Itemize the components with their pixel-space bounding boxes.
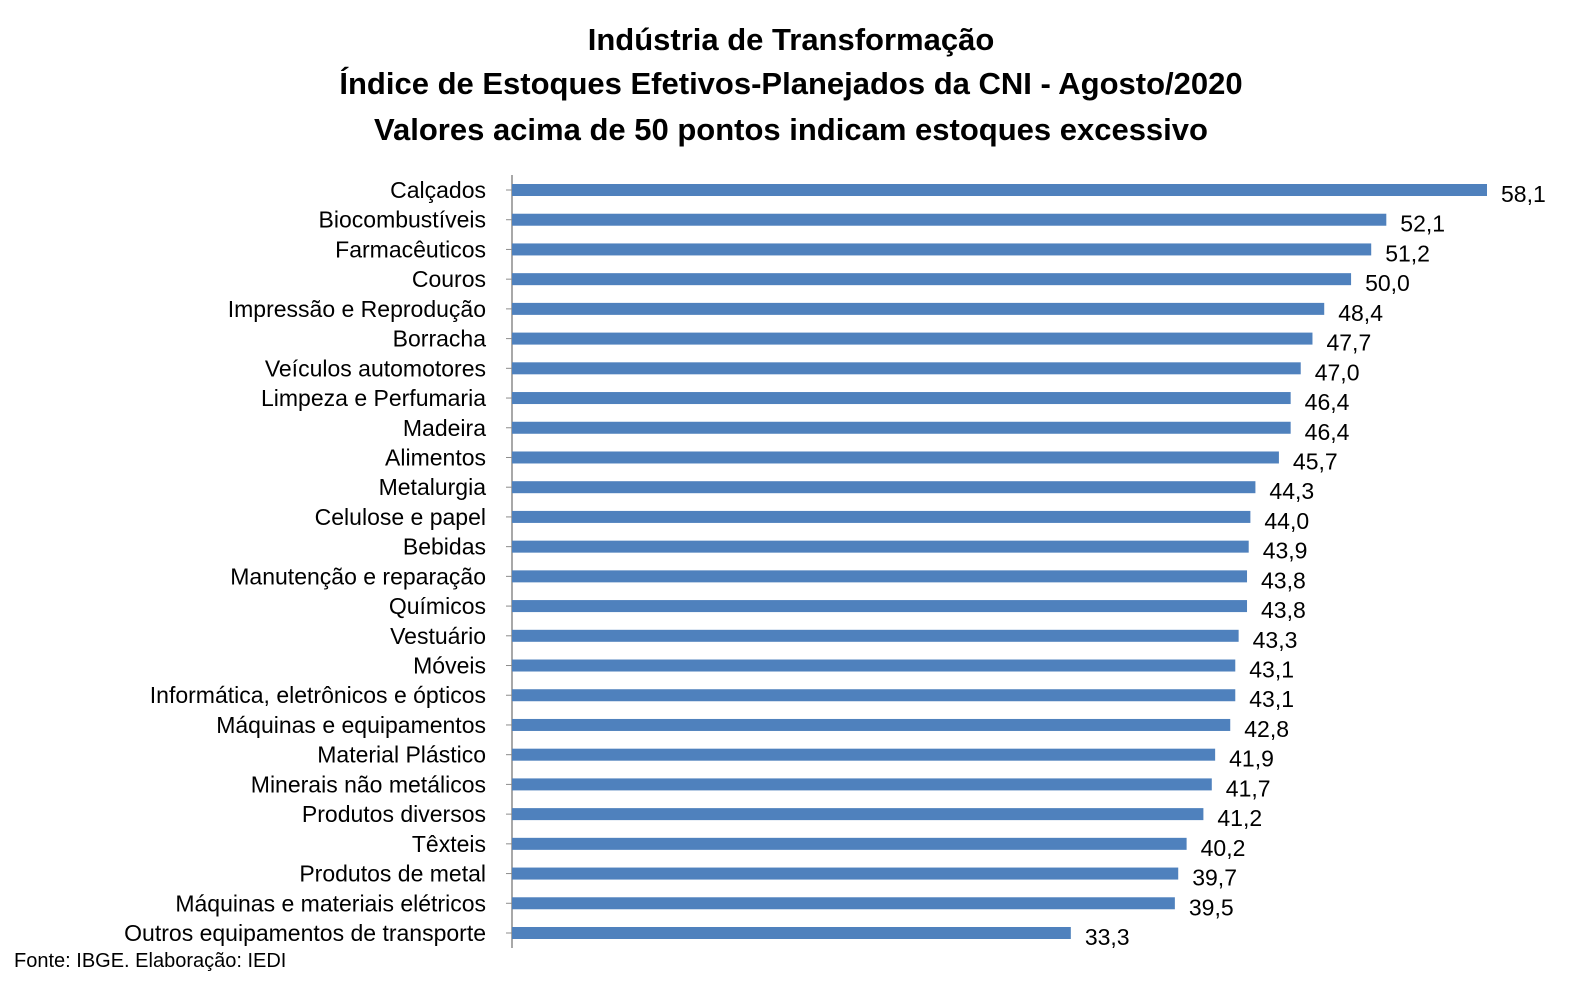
category-label: Celulose e papel (315, 504, 486, 530)
category-label: Têxteis (412, 831, 486, 857)
chart-title-line-2: Índice de Estoques Efetivos-Planejados d… (339, 66, 1243, 101)
category-label: Veículos automotores (265, 355, 486, 381)
bar (512, 302, 1325, 315)
data-label: 45,7 (1293, 448, 1338, 474)
source-note: Fonte: IBGE. Elaboração: IEDI (14, 950, 287, 972)
data-label: 40,2 (1201, 835, 1246, 861)
data-label: 33,3 (1085, 924, 1130, 950)
category-label: Limpeza e Perfumaria (261, 385, 486, 411)
data-label: 46,4 (1305, 419, 1350, 445)
data-label: 39,5 (1189, 894, 1234, 920)
data-label: 41,2 (1217, 805, 1262, 831)
bar (512, 718, 1231, 731)
bar (512, 273, 1352, 286)
chart-title-line-3: Valores acima de 50 pontos indicam estoq… (374, 112, 1208, 147)
category-label: Couros (412, 266, 486, 292)
category-label: Alimentos (385, 444, 486, 470)
data-label: 51,2 (1385, 240, 1430, 266)
bar (512, 897, 1175, 910)
data-label: 47,7 (1326, 330, 1371, 356)
category-label: Impressão e Reprodução (228, 296, 486, 322)
data-label: 43,1 (1249, 657, 1294, 683)
bar (512, 570, 1248, 583)
category-label: Bebidas (403, 534, 486, 560)
category-label: Manutenção e reparação (230, 563, 486, 589)
chart-title-line-1: Indústria de Transformação (587, 22, 995, 57)
category-label: Material Plástico (317, 742, 486, 768)
bar (512, 510, 1251, 523)
category-label: Metalurgia (379, 474, 487, 500)
data-label: 46,4 (1305, 389, 1350, 415)
bar (512, 778, 1212, 791)
data-label: 48,4 (1338, 300, 1383, 326)
data-label: 44,0 (1264, 508, 1309, 534)
data-label: 50,0 (1365, 270, 1410, 296)
bar (512, 481, 1256, 494)
category-label: Químicos (389, 593, 486, 619)
bar (512, 362, 1301, 375)
bar (512, 629, 1239, 642)
bar (512, 243, 1372, 256)
data-label: 42,8 (1244, 716, 1289, 742)
bar (512, 451, 1279, 464)
bar (512, 808, 1204, 821)
data-label: 43,1 (1249, 686, 1294, 712)
category-label: Minerais não metálicos (251, 771, 486, 797)
category-label: Borracha (393, 326, 487, 352)
category-label: Móveis (413, 653, 486, 679)
bar (512, 213, 1387, 226)
category-label: Máquinas e equipamentos (216, 712, 486, 738)
bar (512, 392, 1291, 405)
category-label: Biocombustíveis (319, 207, 486, 233)
category-label: Madeira (403, 415, 486, 441)
data-label: 43,9 (1263, 538, 1308, 564)
category-label: Informática, eletrônicos e ópticos (150, 682, 486, 708)
data-label: 44,3 (1269, 478, 1314, 504)
data-label: 43,3 (1253, 627, 1298, 653)
bar (512, 421, 1291, 434)
data-label: 47,0 (1315, 359, 1360, 385)
bar (512, 927, 1071, 939)
data-label: 39,7 (1192, 865, 1237, 891)
data-label: 58,1 (1501, 181, 1546, 207)
category-label: Outros equipamentos de transporte (124, 920, 486, 946)
bar (512, 837, 1187, 850)
category-label: Calçados (390, 177, 486, 203)
data-label: 43,8 (1261, 567, 1306, 593)
data-label: 41,9 (1229, 746, 1274, 772)
data-label: 41,7 (1226, 775, 1271, 801)
category-label: Vestuário (390, 623, 486, 649)
category-label: Máquinas e materiais elétricos (175, 890, 486, 916)
category-label: Produtos de metal (299, 861, 486, 887)
data-label: 43,8 (1261, 597, 1306, 623)
bar (512, 540, 1249, 553)
data-label: 52,1 (1400, 211, 1445, 237)
bar (512, 332, 1313, 345)
category-label: Farmacêuticos (335, 236, 486, 262)
bar (512, 867, 1179, 880)
bar (512, 600, 1248, 613)
bar (512, 689, 1236, 702)
bar (512, 748, 1216, 761)
bar (512, 184, 1487, 196)
category-label: Produtos diversos (302, 801, 486, 827)
bar (512, 659, 1236, 672)
